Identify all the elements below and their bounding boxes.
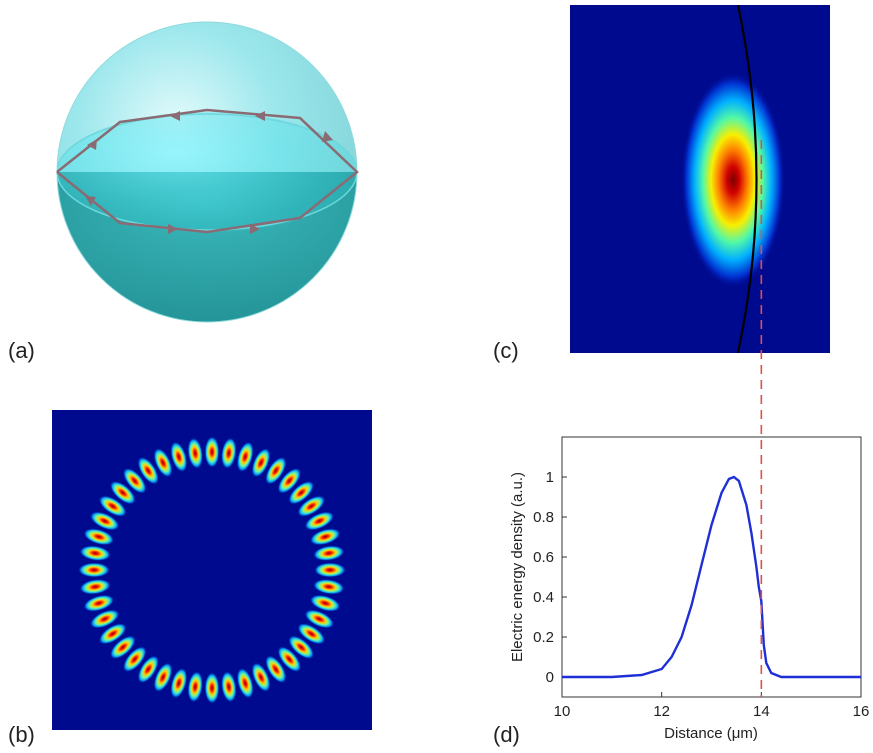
x-tick-label: 10	[554, 703, 571, 720]
x-tick-label: 16	[853, 703, 870, 720]
ring-lobe	[297, 623, 326, 645]
ring-lobe	[277, 467, 302, 494]
ring-lobe	[265, 655, 287, 684]
ring-lobe	[83, 528, 115, 546]
ring-lobe	[122, 467, 147, 494]
ray-arrows	[85, 111, 333, 234]
ring-lobe	[98, 495, 127, 517]
ring-lobe	[277, 646, 302, 673]
y-tick-label: 0.6	[533, 549, 554, 566]
ring-lobe	[304, 609, 335, 629]
ring-lobe	[221, 670, 237, 703]
ring-lobe	[109, 635, 136, 660]
y-tick-label: 0.2	[533, 629, 554, 646]
panel-label-c: (c)	[493, 338, 519, 363]
ring-lobe	[204, 436, 220, 468]
panel-label-b: (b)	[8, 722, 35, 747]
x-tick-label: 14	[753, 703, 770, 720]
ring-lobe	[187, 437, 203, 470]
ring-lobe	[251, 447, 271, 478]
ring-mode-map	[52, 410, 372, 730]
ring-lobe	[170, 441, 188, 473]
ring-lobe	[297, 495, 326, 517]
ring-lobe	[137, 456, 159, 485]
ring-lobe	[314, 562, 346, 578]
ring-lobe	[204, 672, 220, 704]
ring-lobe	[312, 579, 345, 595]
ring-lobe	[236, 441, 254, 473]
ring-lobe	[122, 646, 147, 673]
ring-lobe	[153, 662, 173, 693]
ring-lobe	[251, 662, 271, 693]
ring-lobe	[153, 447, 173, 478]
ring-lobe	[265, 456, 287, 485]
series-line	[562, 475, 861, 679]
panel-label-a: (a)	[8, 338, 35, 363]
ring-lobe	[89, 609, 120, 629]
sphere-illustration	[57, 22, 357, 322]
ring-lobe	[187, 670, 203, 703]
ring-lobe	[288, 635, 315, 660]
ring-lobe	[83, 594, 115, 612]
x-axis-label: Distance (μm)	[664, 725, 758, 742]
ring-lobe	[309, 528, 341, 546]
ring-lobe	[98, 623, 127, 645]
ring-lobe	[137, 655, 159, 684]
ring-lobe	[312, 545, 345, 561]
x-tick-label: 12	[653, 703, 670, 720]
ring-lobe	[221, 437, 237, 470]
field-cross-section	[570, 5, 830, 353]
ring-lobe	[109, 480, 136, 505]
ring-lobe	[89, 511, 120, 531]
ring-lobe	[236, 667, 254, 699]
y-tick-label: 1	[546, 469, 554, 486]
ray-path	[56, 108, 359, 234]
ring-lobe	[304, 511, 335, 531]
ring-lobe	[309, 594, 341, 612]
ring-lobe	[79, 579, 112, 595]
plot-frame	[561, 436, 862, 698]
ring-lobe	[79, 545, 112, 561]
y-tick-label: 0	[546, 669, 554, 686]
ring-lobe	[78, 562, 110, 578]
y-tick-label: 0.4	[533, 589, 554, 606]
y-tick-label: 0.8	[533, 509, 554, 526]
y-axis-label: Electric energy density (a.u.)	[509, 472, 526, 662]
ring-lobe	[170, 667, 188, 699]
energy-density-plot: 0 0.2 0.4 0.6 0.8 1 10 12 14 16 Distance (μm) El…	[509, 436, 870, 742]
ring-lobe	[288, 480, 315, 505]
panel-label-d: (d)	[493, 722, 520, 747]
